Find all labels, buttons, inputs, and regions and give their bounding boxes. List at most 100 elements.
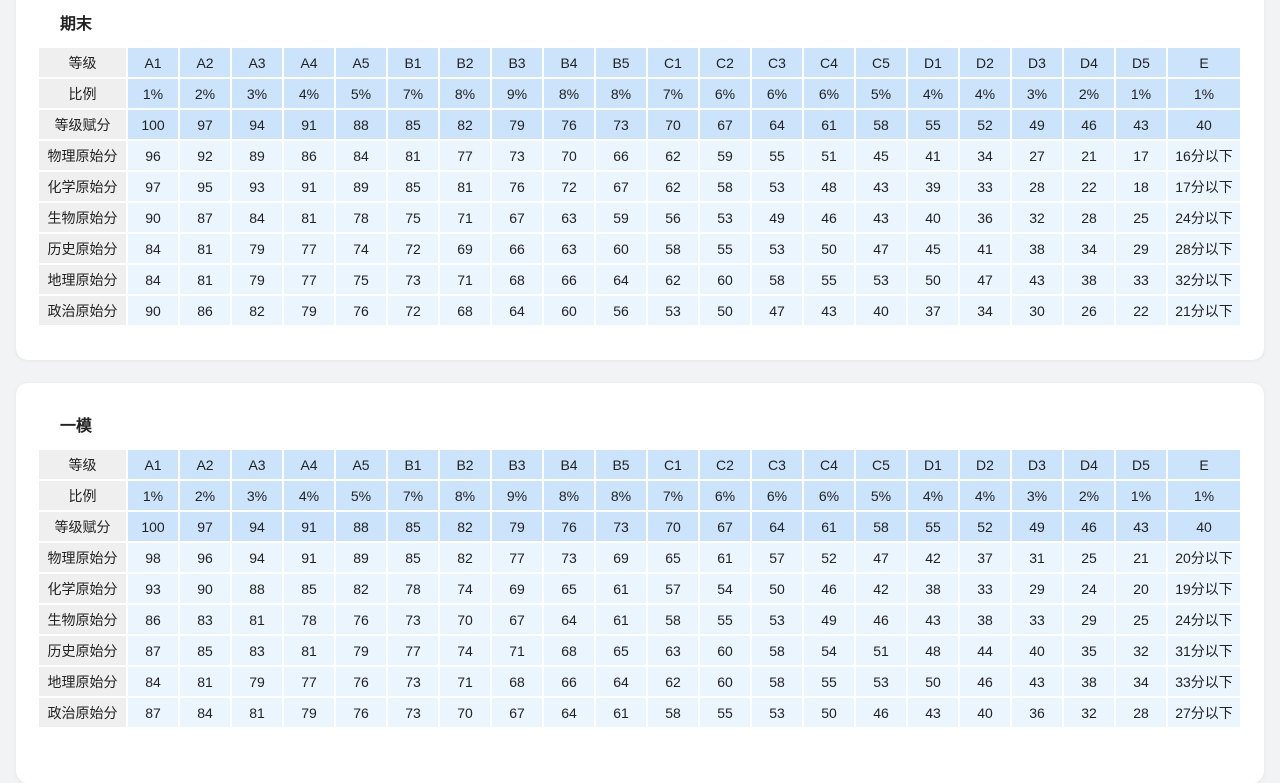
table-cell: 94 [232,512,282,541]
table-cell: 57 [752,543,802,572]
table-cell: 21 [1064,141,1114,170]
table-cell: 46 [804,203,854,232]
table-cell: 87 [180,203,230,232]
table-cell: 5% [336,481,386,510]
table-cell: 51 [856,636,906,665]
table-cell: 91 [284,110,334,139]
table-cell: 40 [856,296,906,325]
table-cell: 8% [596,481,646,510]
table-cell: 53 [856,667,906,696]
table-cell: 40 [1168,110,1240,139]
table-cell: 1% [128,79,178,108]
table-cell: 20 [1116,574,1166,603]
table-cell: 88 [336,512,386,541]
table-cell: 6% [752,481,802,510]
row-label: 等级赋分 [39,512,126,541]
table-cell: 24分以下 [1168,203,1240,232]
table-cell: 64 [752,110,802,139]
table-cell: 68 [544,636,594,665]
table-cell: 67 [492,203,542,232]
table-cell: 84 [180,698,230,727]
table-cell: 55 [908,512,958,541]
table-cell: 81 [180,265,230,294]
table-cell: 90 [128,203,178,232]
row-label: 物理原始分 [39,141,126,170]
table-cell: 58 [752,667,802,696]
table-cell: 46 [804,574,854,603]
table-cell: 69 [492,574,542,603]
table-cell: 100 [128,110,178,139]
table-cell: 61 [700,543,750,572]
table-cell: 73 [596,512,646,541]
table-cell: B1 [388,450,438,479]
table-cell: 8% [440,79,490,108]
table-cell: 84 [128,667,178,696]
table-cell: 46 [1064,110,1114,139]
table-cell: B2 [440,450,490,479]
table-cell: 52 [960,110,1010,139]
table-cell: 89 [336,172,386,201]
table-cell: 4% [908,79,958,108]
row-label: 政治原始分 [39,296,126,325]
table-cell: 58 [648,234,698,263]
table-cell: 86 [180,296,230,325]
table-cell: 33 [960,574,1010,603]
table-cell: 24 [1064,574,1114,603]
table-cell: 43 [804,296,854,325]
table-cell: 33分以下 [1168,667,1240,696]
table-cell: 19分以下 [1168,574,1240,603]
table-cell: 64 [492,296,542,325]
table-cell: 66 [544,265,594,294]
table-cell: 62 [648,667,698,696]
table-cell: B2 [440,48,490,77]
table-cell: 58 [700,172,750,201]
table-cell: C2 [700,450,750,479]
table-cell: 65 [596,636,646,665]
table-cell: 25 [1116,203,1166,232]
table-cell: 36 [960,203,1010,232]
row-label: 等级 [39,48,126,77]
table-cell: 79 [284,296,334,325]
header-row: 等级 A1 A2 A3 A4 A5 B1 B2 B3 B4 B5 C1 C2 C3 C4 C5 D1 D2 D3 D4… [39,450,1240,479]
row-label: 比例 [39,79,126,108]
table-cell: 60 [596,234,646,263]
table-row: 历史原始分 84 81 79 77 74 72 69 66 63 60 58 55 53 50 47 45 41 3… [39,234,1240,263]
table-cell: 55 [804,265,854,294]
table-cell: A4 [284,48,334,77]
table-cell: 1% [1168,79,1240,108]
table-cell: 1% [1168,481,1240,510]
table-cell: 65 [544,574,594,603]
table-cell: 4% [960,79,1010,108]
table-cell: 21 [1116,543,1166,572]
table-cell: A1 [128,48,178,77]
table-cell: 88 [232,574,282,603]
table-cell: D5 [1116,450,1166,479]
table-cell: 20分以下 [1168,543,1240,572]
row-label: 地理原始分 [39,265,126,294]
table-row: 政治原始分 90 86 82 79 76 72 68 64 60 56 53 50 47 43 40 37 34 3… [39,296,1240,325]
table-cell: 8% [544,79,594,108]
table-cell: 70 [648,512,698,541]
table-cell: 81 [440,172,490,201]
table-cell: 84 [232,203,282,232]
table-cell: B4 [544,48,594,77]
table-cell: 74 [440,574,490,603]
table-cell: 46 [856,605,906,634]
table-cell: 85 [388,512,438,541]
table-cell: 28 [1116,698,1166,727]
row-label: 政治原始分 [39,698,126,727]
table-cell: 77 [284,265,334,294]
table-cell: 93 [128,574,178,603]
table-cell: 22 [1064,172,1114,201]
table-cell: 87 [128,698,178,727]
table-cell: 73 [388,667,438,696]
table-cell: 70 [648,110,698,139]
table-cell: 66 [544,667,594,696]
row-label: 化学原始分 [39,172,126,201]
table-cell: 74 [440,636,490,665]
table-cell: 67 [596,172,646,201]
table-cell: 75 [388,203,438,232]
table-cell: 9% [492,481,542,510]
table-cell: 8% [440,481,490,510]
table-cell: 64 [596,667,646,696]
